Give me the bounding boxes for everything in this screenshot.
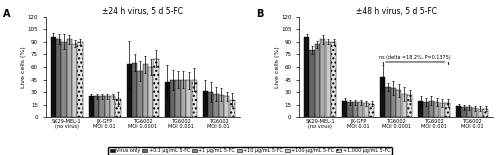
Bar bbox=[483, 109, 488, 117]
Y-axis label: Live cells (%): Live cells (%) bbox=[21, 46, 26, 88]
Text: B: B bbox=[256, 9, 264, 19]
Bar bbox=[467, 107, 472, 117]
Bar bbox=[462, 107, 466, 117]
Bar bbox=[402, 94, 407, 117]
Bar bbox=[186, 80, 192, 117]
Bar bbox=[230, 100, 235, 117]
Bar bbox=[214, 94, 218, 117]
Bar bbox=[78, 42, 82, 117]
Bar bbox=[445, 103, 450, 117]
Bar bbox=[72, 44, 78, 117]
Bar bbox=[396, 91, 402, 117]
Bar bbox=[100, 96, 104, 117]
Bar bbox=[116, 99, 120, 117]
Bar bbox=[478, 109, 483, 117]
Bar bbox=[104, 96, 110, 117]
Bar bbox=[110, 96, 116, 117]
Bar bbox=[176, 80, 180, 117]
Bar bbox=[320, 39, 326, 117]
Bar bbox=[434, 102, 440, 117]
Bar bbox=[62, 42, 66, 117]
Text: ns (delta =18.2%, P=0.1375): ns (delta =18.2%, P=0.1375) bbox=[380, 55, 451, 60]
Bar bbox=[164, 82, 170, 117]
Bar bbox=[310, 50, 314, 117]
Bar bbox=[126, 64, 132, 117]
Bar bbox=[180, 80, 186, 117]
Bar bbox=[148, 67, 154, 117]
Bar bbox=[353, 102, 358, 117]
Bar bbox=[88, 96, 94, 117]
Bar bbox=[192, 80, 196, 117]
Bar bbox=[472, 108, 478, 117]
Bar bbox=[407, 95, 412, 117]
Bar bbox=[348, 102, 352, 117]
Bar bbox=[66, 39, 72, 117]
Bar bbox=[380, 77, 386, 117]
Bar bbox=[154, 59, 158, 117]
Bar bbox=[386, 87, 390, 117]
Bar bbox=[358, 102, 364, 117]
Bar bbox=[424, 102, 428, 117]
Bar bbox=[391, 88, 396, 117]
Text: A: A bbox=[3, 9, 10, 19]
Bar bbox=[326, 42, 331, 117]
Bar bbox=[138, 71, 142, 117]
Bar bbox=[456, 106, 462, 117]
Bar bbox=[202, 91, 208, 117]
Title: ±24 h virus, 5 d 5-FC: ±24 h virus, 5 d 5-FC bbox=[102, 7, 183, 16]
Bar bbox=[50, 37, 56, 117]
Bar bbox=[132, 63, 137, 117]
Bar bbox=[208, 92, 213, 117]
Bar bbox=[142, 64, 148, 117]
Y-axis label: Live cells (%): Live cells (%) bbox=[274, 46, 280, 88]
Bar bbox=[219, 95, 224, 117]
Legend: Virus only, +0.1 μg/mL 5-FC, +1 μg/mL 5-FC, +10 μg/mL 5-FC, +100 μg/mL 5-FC, +1,: Virus only, +0.1 μg/mL 5-FC, +1 μg/mL 5-… bbox=[108, 147, 392, 155]
Bar bbox=[429, 100, 434, 117]
Bar bbox=[170, 80, 175, 117]
Bar bbox=[315, 44, 320, 117]
Bar bbox=[56, 39, 61, 117]
Title: ±48 h virus, 5 d 5-FC: ±48 h virus, 5 d 5-FC bbox=[356, 7, 436, 16]
Bar bbox=[440, 103, 445, 117]
Bar bbox=[342, 100, 347, 117]
Bar bbox=[364, 103, 369, 117]
Bar bbox=[304, 37, 309, 117]
Bar bbox=[418, 100, 424, 117]
Bar bbox=[331, 42, 336, 117]
Bar bbox=[369, 104, 374, 117]
Bar bbox=[224, 96, 230, 117]
Bar bbox=[94, 96, 99, 117]
